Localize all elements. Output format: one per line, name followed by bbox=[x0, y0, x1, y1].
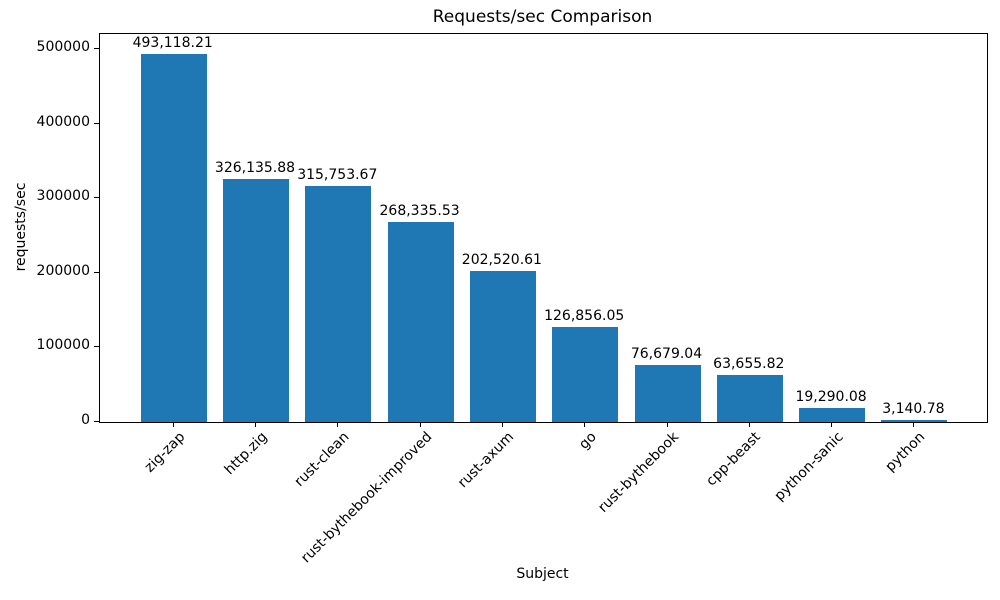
x-tick-label-rust-bythebook-improved: rust-bythebook-improved bbox=[297, 429, 435, 567]
bar-cpp-beast bbox=[716, 374, 783, 422]
x-tick-label-rust-clean: rust-clean bbox=[291, 429, 353, 490]
bar-value-label: 126,856.05 bbox=[544, 308, 625, 325]
y-tick-mark bbox=[94, 47, 99, 49]
x-tick-label-python: python bbox=[882, 429, 929, 475]
y-tick-label: 100000 bbox=[36, 337, 90, 354]
x-tick-mark bbox=[913, 422, 915, 427]
bar-value-label: 315,753.67 bbox=[297, 167, 378, 184]
chart-title: Requests/sec Comparison bbox=[432, 7, 653, 27]
y-tick-label: 0 bbox=[81, 412, 90, 428]
x-tick-mark bbox=[501, 422, 503, 427]
y-tick-mark bbox=[94, 271, 99, 273]
y-tick-mark bbox=[94, 346, 99, 348]
x-tick-mark bbox=[337, 422, 339, 427]
x-tick-label-python-sanic: python-sanic bbox=[771, 429, 847, 505]
y-tick-label: 200000 bbox=[36, 262, 90, 279]
x-tick-mark bbox=[419, 422, 421, 427]
y-tick-label: 500000 bbox=[36, 38, 90, 55]
bar-value-label: 493,118.21 bbox=[132, 35, 213, 52]
bar-value-label: 63,655.82 bbox=[713, 355, 785, 372]
x-tick-label-rust-axum: rust-axum bbox=[455, 429, 518, 492]
x-tick-label-cpp-beast: cpp-beast bbox=[703, 429, 765, 490]
bar-python bbox=[881, 419, 948, 422]
x-tick-mark bbox=[831, 422, 833, 427]
bar-rust-clean bbox=[305, 186, 372, 422]
y-tick-mark bbox=[94, 122, 99, 124]
x-tick-mark bbox=[748, 422, 750, 427]
y-tick-label: 400000 bbox=[36, 113, 90, 130]
y-tick-label: 300000 bbox=[36, 188, 90, 205]
bar-go bbox=[552, 327, 619, 422]
x-tick-label-go: go bbox=[575, 429, 600, 453]
bar-value-label: 3,140.78 bbox=[882, 400, 945, 417]
y-tick-mark bbox=[94, 197, 99, 199]
plot-area bbox=[99, 33, 988, 423]
x-tick-mark bbox=[255, 422, 256, 427]
bar-http.zig bbox=[223, 178, 289, 422]
bar-zig-zap bbox=[140, 54, 207, 422]
x-tick-label-zig-zap: zig-zap bbox=[141, 429, 189, 476]
x-tick-mark bbox=[666, 422, 668, 427]
x-tick-label-http.zig: http.zig bbox=[221, 429, 271, 479]
x-axis-label: Subject bbox=[516, 566, 569, 582]
x-tick-mark bbox=[584, 422, 586, 427]
bar-value-label: 268,335.53 bbox=[379, 202, 460, 219]
bar-value-label: 76,679.04 bbox=[630, 345, 703, 362]
bar-value-label: 202,520.61 bbox=[461, 251, 542, 268]
bar-value-label: 326,135.88 bbox=[214, 159, 296, 176]
x-tick-label-rust-bythebook: rust-bythebook bbox=[595, 429, 682, 516]
bar-rust-axum bbox=[469, 270, 536, 422]
bar-rust-bythebook-improved bbox=[387, 221, 454, 422]
bar-rust-bythebook bbox=[634, 364, 701, 422]
bar-value-label: 19,290.08 bbox=[795, 388, 867, 405]
x-tick-mark bbox=[172, 422, 174, 427]
y-tick-mark bbox=[94, 421, 99, 422]
bar-python-sanic bbox=[799, 407, 866, 422]
